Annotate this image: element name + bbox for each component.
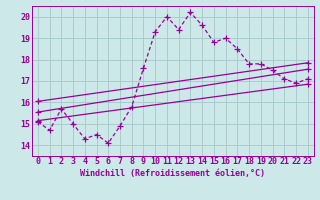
X-axis label: Windchill (Refroidissement éolien,°C): Windchill (Refroidissement éolien,°C) <box>80 169 265 178</box>
